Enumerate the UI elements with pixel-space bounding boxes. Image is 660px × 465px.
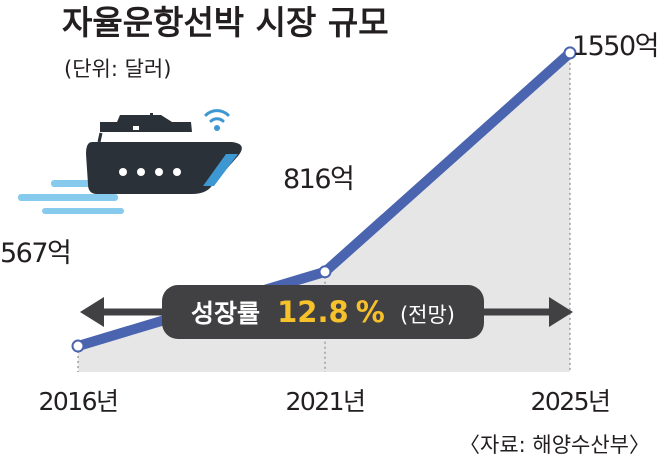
value-label-3: 1550억 — [572, 31, 658, 62]
value-label-2: 816억 — [283, 164, 353, 195]
data-point-2 — [318, 265, 332, 279]
series-line-layer — [71, 46, 577, 353]
arrow-left-head — [80, 297, 104, 327]
arrow-right-head — [549, 297, 573, 327]
data-point-3 — [563, 46, 577, 60]
source-note: 〈자료: 해양수산부〉 — [459, 433, 650, 457]
x-tick-label-1: 2016년 — [38, 387, 117, 416]
data-point-1 — [71, 339, 85, 353]
x-tick-label-2: 2021년 — [285, 387, 364, 416]
x-tick-layer: 2016년 2021년 2025년 — [38, 387, 611, 416]
growth-rate-value: 12.8 — [277, 295, 349, 329]
value-label-1: 567억 — [0, 238, 70, 269]
chart-title: 자율운항선박 시장 규모 — [62, 3, 389, 42]
x-tick-label-3: 2025년 — [530, 387, 609, 416]
growth-rate-label: 성장률 — [191, 299, 260, 328]
growth-rate-text: 성장률 12.8 % (전망) — [191, 295, 455, 329]
wifi-signal-icon — [204, 109, 230, 131]
unit-note: (단위: 달러) — [64, 57, 171, 81]
value-label-layer: 567억 816억 1550억 — [0, 31, 660, 269]
growth-rate-badge — [162, 285, 484, 339]
growth-rate-percent: % — [356, 295, 385, 329]
growth-rate-note: (전망) — [400, 303, 455, 327]
growth-rate-annotation: 성장률 12.8 % (전망) — [80, 285, 573, 339]
autonomous-ship-icon — [18, 113, 242, 214]
